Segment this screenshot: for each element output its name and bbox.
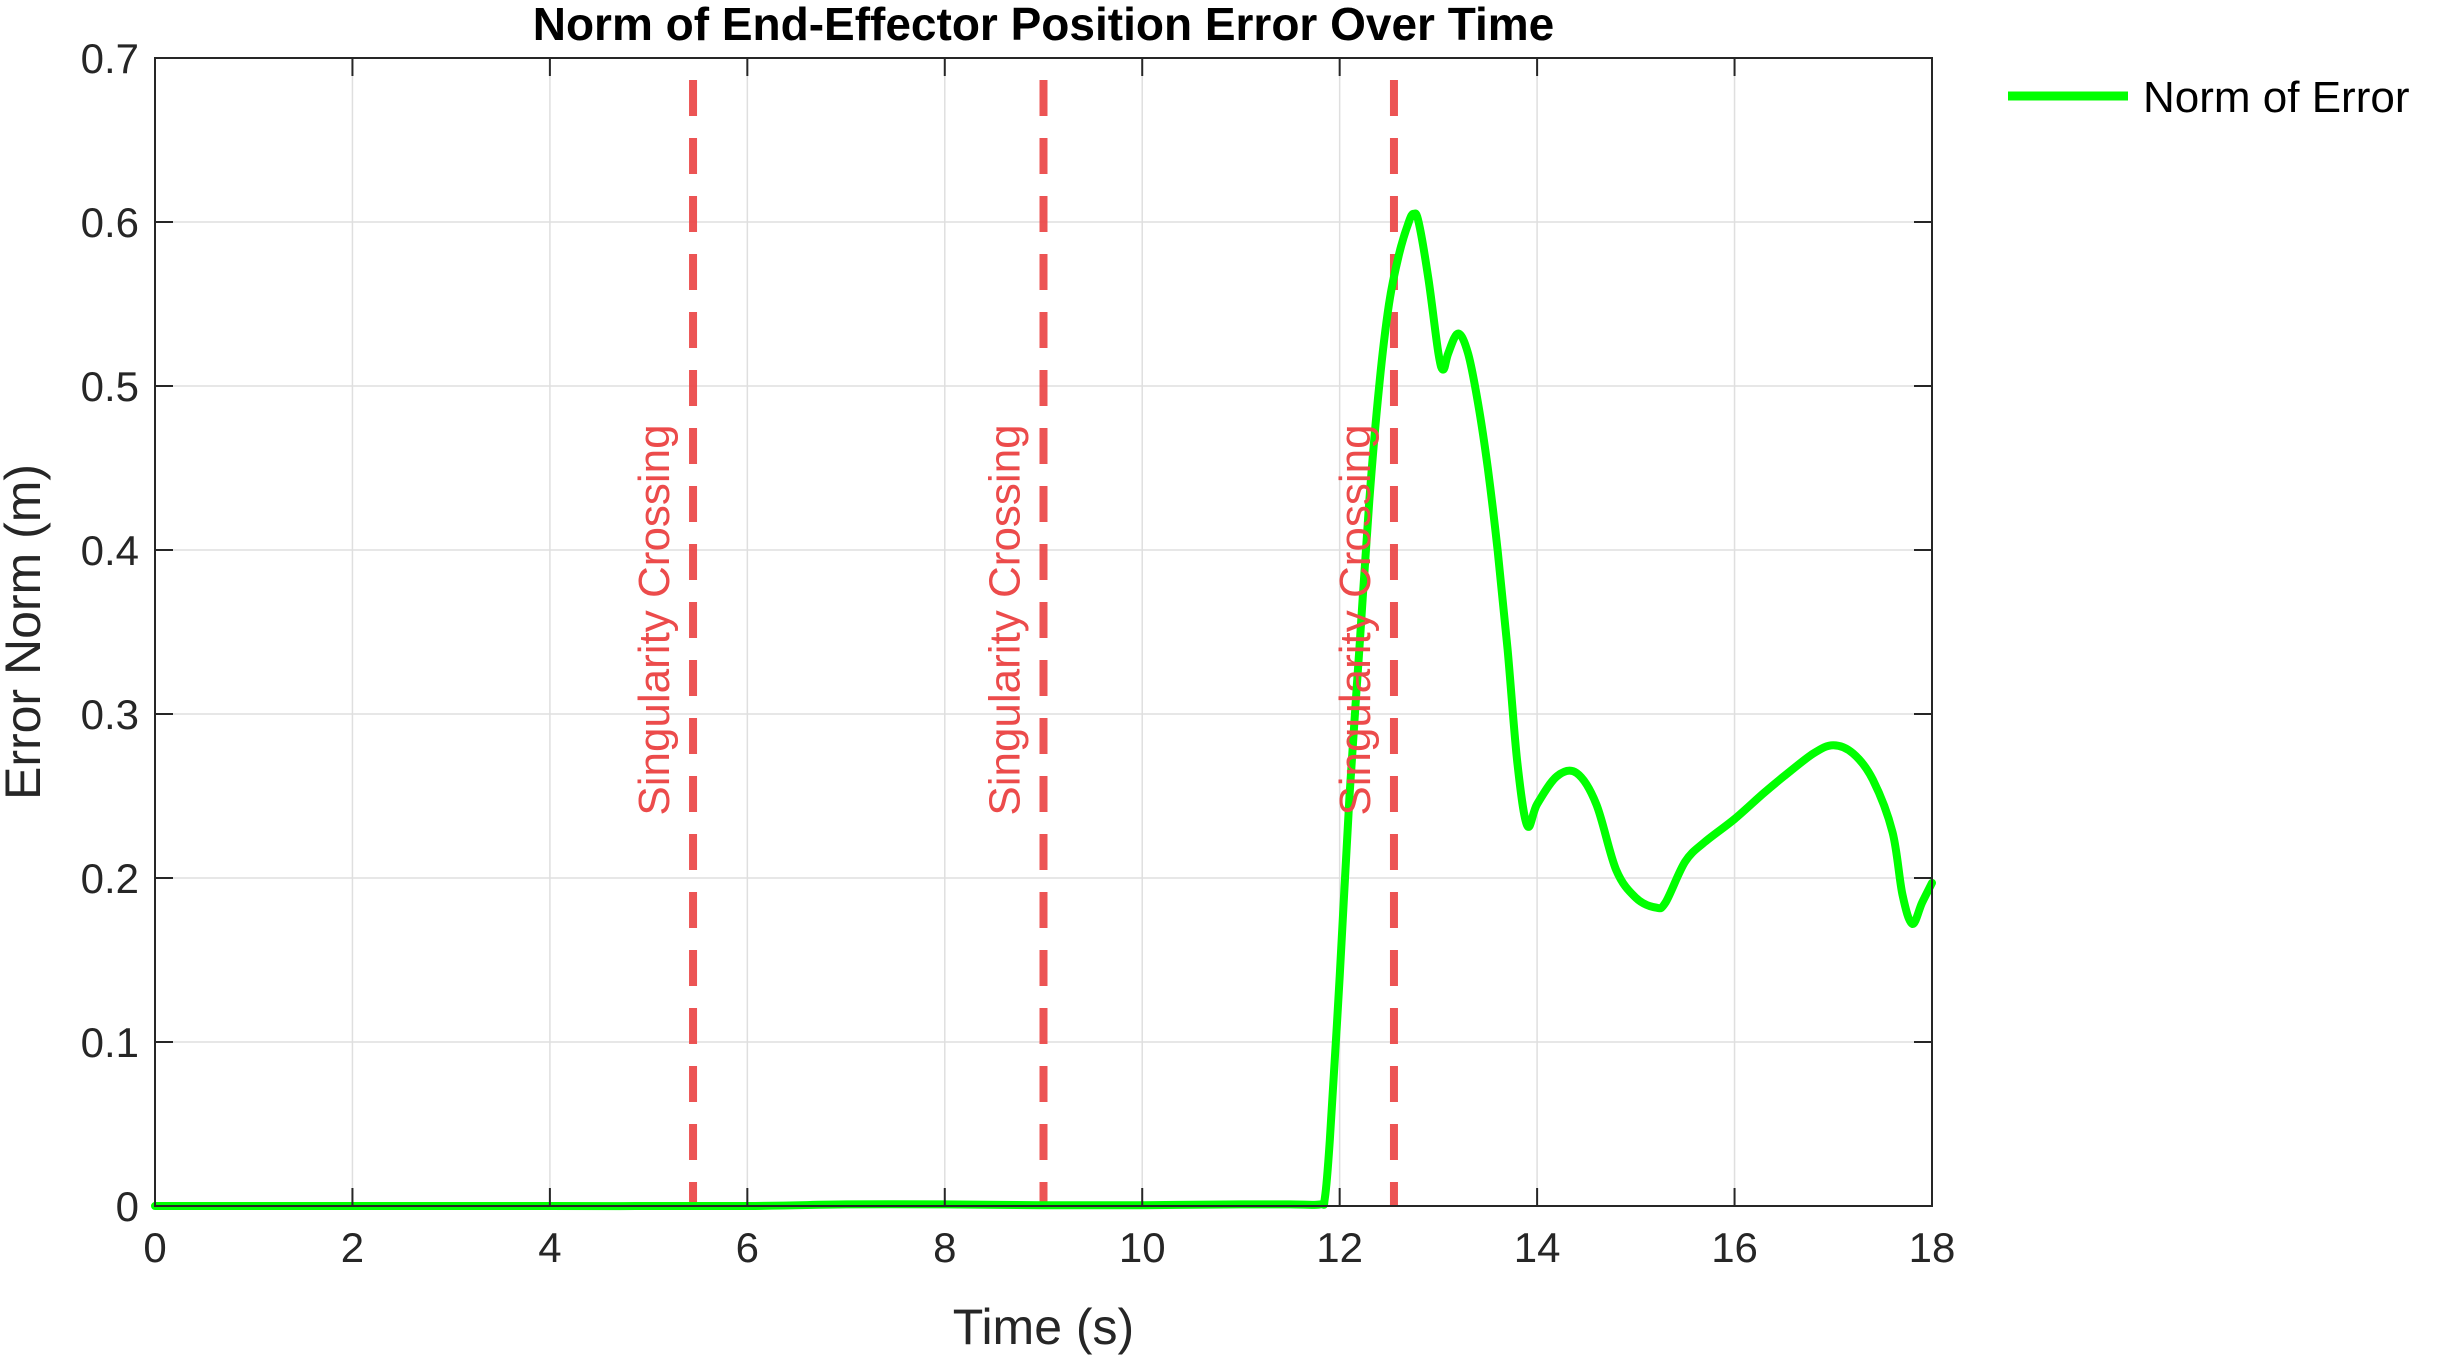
y-tick-label: 0.2 (81, 855, 139, 902)
y-axis-label: Error Norm (m) (0, 464, 51, 800)
legend-label-norm-of-error: Norm of Error (2143, 73, 2409, 122)
chart-title: Norm of End-Effector Position Error Over… (533, 0, 1555, 50)
x-tick-label: 4 (538, 1224, 561, 1271)
x-tick-label: 12 (1316, 1224, 1363, 1271)
y-tick-label: 0.4 (81, 527, 139, 574)
singularity-label-2: Singularity Crossing (981, 424, 1030, 815)
y-tick-label: 0.1 (81, 1019, 139, 1066)
singularity-label-3: Singularity Crossing (1331, 424, 1380, 815)
y-tick-label: 0.3 (81, 691, 139, 738)
x-tick-label: 10 (1119, 1224, 1166, 1271)
y-tick-label: 0.7 (81, 35, 139, 82)
y-axis-ticks: 0 0.1 0.2 0.3 0.4 0.5 0.6 0.7 (81, 35, 1932, 1230)
singularity-label-1: Singularity Crossing (630, 424, 679, 815)
x-tick-label: 6 (736, 1224, 759, 1271)
y-tick-label: 0 (116, 1183, 139, 1230)
y-tick-label: 0.6 (81, 199, 139, 246)
x-axis-ticks: 0 2 4 6 8 10 12 14 16 18 (143, 58, 1955, 1271)
x-tick-label: 14 (1514, 1224, 1561, 1271)
series-line-norm-of-error (151, 209, 1936, 1211)
y-tick-label: 0.5 (81, 363, 139, 410)
x-axis-label: Time (s) (953, 1299, 1134, 1355)
annotation-labels: Singularity Crossing Singularity Crossing… (630, 424, 1380, 815)
x-tick-label: 18 (1909, 1224, 1956, 1271)
legend: Norm of Error (2008, 73, 2409, 122)
axes-box (154, 57, 1933, 1207)
x-tick-label: 0 (143, 1224, 166, 1271)
x-tick-label: 2 (341, 1224, 364, 1271)
x-tick-label: 16 (1711, 1224, 1758, 1271)
x-tick-label: 8 (933, 1224, 956, 1271)
series-layer (151, 209, 1936, 1211)
